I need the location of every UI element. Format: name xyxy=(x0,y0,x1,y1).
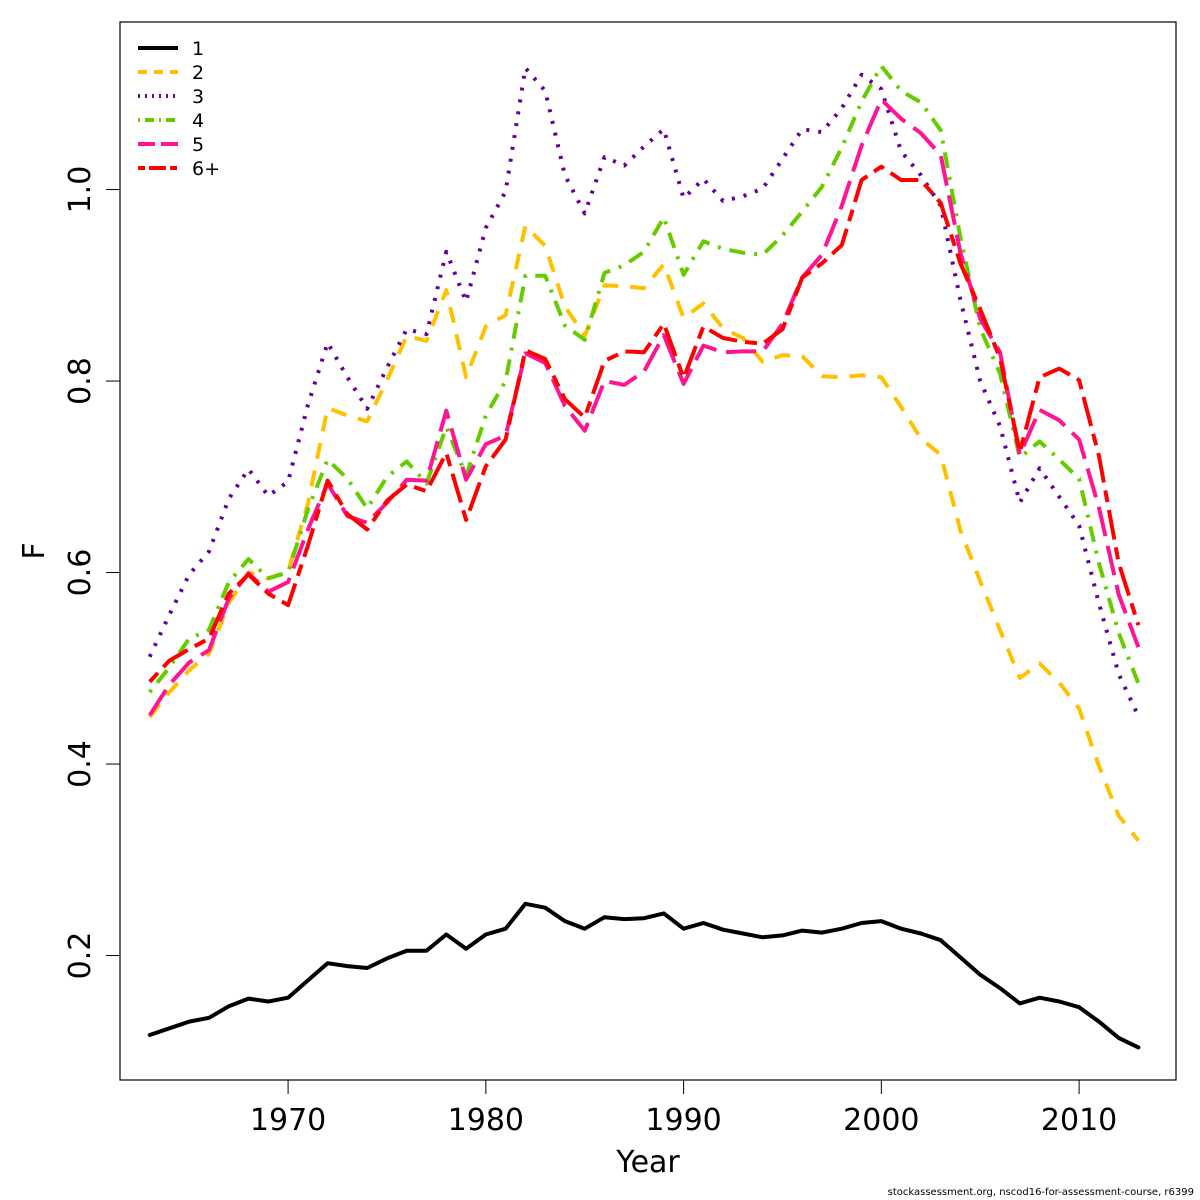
series-line-1 xyxy=(147,901,1141,1050)
y-axis: 0.2 0.4 0.6 0.8 1.0 xyxy=(63,166,121,980)
series-line-5 xyxy=(148,97,1141,717)
legend-label: 2 xyxy=(192,62,204,84)
x-axis-title: Year xyxy=(615,1145,680,1180)
plot-frame xyxy=(119,21,1177,1081)
x-tick-label: 2010 xyxy=(1041,1103,1117,1138)
x-tick-label: 2000 xyxy=(843,1103,919,1138)
y-tick-label: 0.4 xyxy=(63,740,98,788)
series-line-2 xyxy=(148,223,1140,842)
y-tick-label: 0.6 xyxy=(63,549,98,597)
series-line-3 xyxy=(147,66,1141,718)
series-line-4 xyxy=(148,64,1141,694)
legend-label: 6+ xyxy=(192,158,220,180)
x-tick-label: 1970 xyxy=(250,1103,326,1138)
x-tick-label: 1980 xyxy=(448,1103,524,1138)
x-tick-label: 1990 xyxy=(645,1103,721,1138)
legend-label: 3 xyxy=(192,86,204,108)
x-axis: 1970 1980 1990 2000 2010 xyxy=(250,1079,1117,1138)
series-line-6plus xyxy=(148,164,1141,684)
y-tick-label: 0.8 xyxy=(63,357,98,405)
series-layer xyxy=(147,64,1141,1050)
legend-label: 4 xyxy=(192,110,204,132)
y-tick-label: 1.0 xyxy=(63,166,98,214)
y-axis-title: F xyxy=(17,542,52,559)
footnote: stockassessment.org, nscod16-for-assessm… xyxy=(887,1187,1194,1198)
y-tick-label: 0.2 xyxy=(63,932,98,980)
legend-label: 1 xyxy=(192,38,204,60)
legend-label: 5 xyxy=(192,134,204,156)
